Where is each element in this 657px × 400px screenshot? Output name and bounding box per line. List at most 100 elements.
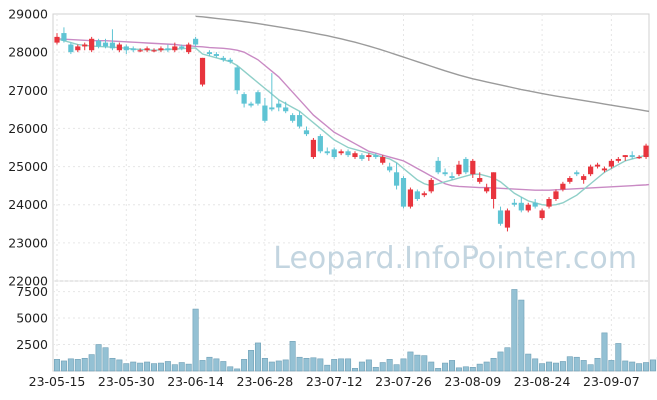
volume-bar bbox=[449, 360, 456, 372]
candle-down bbox=[449, 176, 455, 179]
candle-down bbox=[345, 151, 351, 156]
candle-up bbox=[484, 187, 490, 192]
candle-down bbox=[269, 107, 275, 110]
candle-up bbox=[407, 189, 414, 207]
price-tick-label: 23000 bbox=[8, 235, 48, 250]
price-tick-label: 26000 bbox=[8, 121, 48, 136]
volume-bar bbox=[552, 362, 559, 372]
candle-up bbox=[643, 145, 649, 158]
price-tick-label: 27000 bbox=[8, 83, 48, 98]
candle-down bbox=[276, 103, 282, 108]
candle-up bbox=[553, 191, 559, 199]
candle-up bbox=[470, 160, 476, 175]
volume-bar bbox=[248, 350, 255, 372]
candle-up bbox=[615, 158, 621, 161]
volume-bar bbox=[372, 366, 379, 372]
grid bbox=[52, 13, 650, 372]
volume-bar bbox=[386, 359, 393, 372]
watermark: Leopard.InfoPointer.com bbox=[273, 241, 637, 276]
volume-bar bbox=[303, 357, 310, 372]
candle-up bbox=[366, 155, 372, 158]
candle-down bbox=[373, 155, 379, 158]
volume-bar bbox=[137, 362, 144, 372]
volume-bar bbox=[601, 332, 608, 372]
volume-bar bbox=[164, 361, 171, 372]
volume-bar bbox=[365, 359, 372, 372]
candle-up bbox=[89, 38, 95, 51]
volume-bar bbox=[400, 358, 407, 372]
volume-bar bbox=[123, 363, 130, 372]
candle-down bbox=[650, 151, 655, 155]
candle-down bbox=[68, 44, 74, 53]
volume-bar bbox=[428, 361, 435, 372]
candle-up bbox=[567, 178, 573, 182]
volume-bar bbox=[469, 366, 476, 372]
volume-bar bbox=[317, 358, 324, 372]
volume-bar bbox=[109, 357, 116, 372]
candle-down bbox=[234, 67, 240, 91]
candle-up bbox=[428, 179, 434, 192]
volume-bars bbox=[53, 289, 657, 372]
volume-bar bbox=[95, 344, 102, 372]
volume-bar bbox=[234, 368, 241, 372]
volume-bar bbox=[497, 351, 504, 372]
candle-down bbox=[414, 191, 420, 199]
x-tick-label: 23-08-09 bbox=[444, 374, 501, 389]
volume-bar bbox=[566, 356, 573, 372]
x-tick-label: 23-06-28 bbox=[237, 374, 294, 389]
candle-up bbox=[490, 172, 497, 199]
volume-bar bbox=[421, 355, 428, 372]
volume-bar bbox=[504, 347, 511, 372]
volume-bar bbox=[358, 361, 365, 372]
candle-up bbox=[546, 198, 552, 207]
candle-down bbox=[324, 151, 330, 154]
candle-down bbox=[532, 202, 538, 207]
volume-bar bbox=[261, 357, 268, 372]
candle-up bbox=[199, 57, 206, 85]
candle-down bbox=[574, 172, 580, 175]
volume-bar bbox=[220, 361, 227, 372]
candle-up bbox=[456, 164, 462, 175]
candle-down bbox=[303, 130, 310, 135]
volume-bar bbox=[268, 361, 275, 372]
candle-down bbox=[193, 38, 199, 45]
volume-bar bbox=[60, 360, 67, 372]
volume-bar bbox=[546, 361, 553, 372]
axes: 22000 23000 24000 25000 26000 27000 28000 29000… bbox=[8, 7, 640, 390]
x-tick-label: 23-09-07 bbox=[583, 374, 640, 389]
candle-down bbox=[290, 115, 296, 121]
candle-down bbox=[220, 57, 226, 60]
candle-up bbox=[477, 178, 483, 182]
candle-down bbox=[130, 48, 136, 51]
price-tick-label: 29000 bbox=[8, 7, 48, 22]
candle-down bbox=[511, 202, 517, 205]
volume-bar bbox=[338, 358, 345, 372]
candle-up bbox=[601, 168, 608, 171]
volume-bar bbox=[171, 364, 178, 372]
volume-bar bbox=[435, 368, 442, 372]
candle-down bbox=[102, 42, 109, 47]
candle-down bbox=[359, 155, 365, 159]
candle-down bbox=[109, 42, 116, 49]
volume-bar bbox=[490, 357, 497, 372]
volume-bar bbox=[573, 356, 580, 372]
candle-up bbox=[560, 183, 566, 190]
candle-down bbox=[248, 103, 254, 106]
volume-bar bbox=[254, 342, 261, 372]
candle-down bbox=[296, 115, 303, 127]
candle-up bbox=[151, 50, 157, 52]
volume-bar bbox=[192, 308, 199, 372]
candle-down bbox=[497, 210, 504, 224]
candle-up bbox=[636, 157, 642, 159]
candle-down bbox=[387, 166, 393, 171]
candle-up bbox=[82, 44, 88, 47]
volume-bar bbox=[206, 356, 213, 372]
volume-bar bbox=[199, 360, 206, 372]
volume-bar bbox=[559, 361, 566, 372]
candle-up bbox=[594, 164, 601, 167]
volume-bar bbox=[157, 362, 164, 372]
candlesticks bbox=[54, 27, 655, 232]
candle-up bbox=[608, 160, 614, 167]
volume-bar bbox=[511, 289, 518, 372]
candle-up bbox=[352, 153, 358, 158]
